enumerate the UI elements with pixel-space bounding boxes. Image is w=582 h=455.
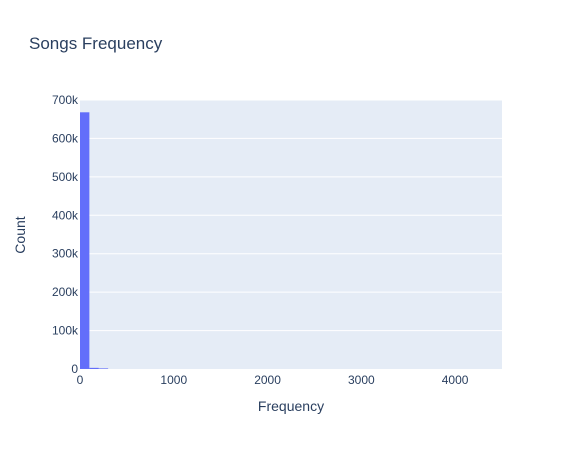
x-tick-label: 1000	[160, 373, 187, 387]
y-axis-title: Count	[12, 216, 28, 253]
histogram-bar	[99, 368, 108, 369]
y-tick-label: 0	[71, 362, 78, 376]
plot-area	[80, 100, 502, 369]
y-tick-label: 500k	[52, 170, 79, 184]
chart-title: Songs Frequency	[29, 34, 163, 53]
y-tick-label: 700k	[52, 93, 79, 107]
x-tick-label: 3000	[348, 373, 375, 387]
y-tick-label: 600k	[52, 131, 79, 145]
y-tick-label: 200k	[52, 285, 79, 299]
x-axis-title: Frequency	[258, 398, 324, 414]
histogram-bar	[89, 368, 98, 369]
y-tick-label: 300k	[52, 247, 79, 261]
x-tick-label: 4000	[442, 373, 469, 387]
y-tick-label: 400k	[52, 208, 79, 222]
x-tick-label: 2000	[254, 373, 281, 387]
y-tick-label: 100k	[52, 324, 79, 338]
histogram-bar	[80, 112, 89, 369]
